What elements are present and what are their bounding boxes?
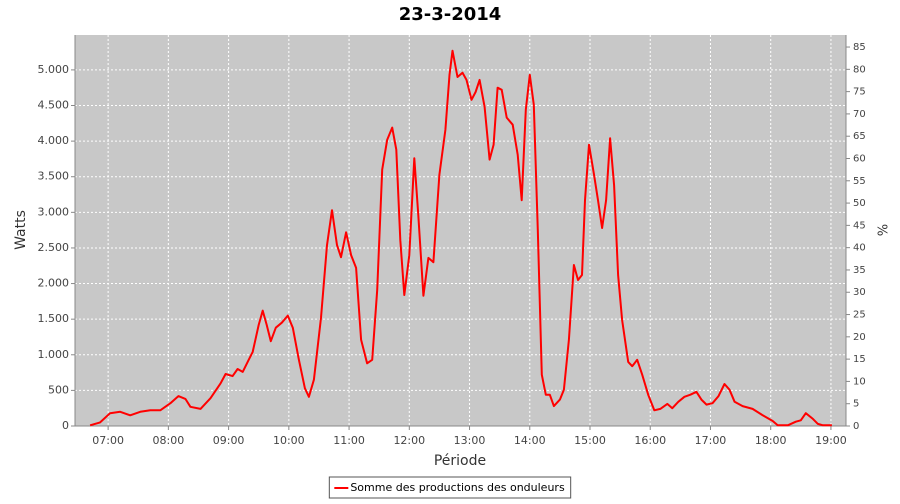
legend-label: Somme des productions des onduleurs — [350, 481, 565, 494]
y2-tick-label: 85 — [853, 42, 866, 53]
y-tick-label: 500 — [48, 383, 69, 396]
y2-tick-label: 40 — [853, 243, 866, 254]
y2-tick-label: 55 — [853, 176, 866, 187]
y2-tick-label: 50 — [853, 198, 866, 209]
x-tick-label: 11:00 — [333, 434, 365, 447]
y2-tick-label: 10 — [853, 376, 866, 387]
x-tick-label: 19:00 — [815, 434, 847, 447]
x-axis-label: Période — [434, 453, 486, 469]
y2-tick-label: 35 — [853, 265, 866, 276]
y2-tick-label: 15 — [853, 354, 866, 365]
chart-title: 23-3-2014 — [399, 4, 502, 25]
x-tick-label: 17:00 — [695, 434, 727, 447]
x-tick-label: 09:00 — [213, 434, 245, 447]
x-tick-label: 07:00 — [92, 434, 124, 447]
y2-tick-label: 25 — [853, 310, 866, 321]
y-tick-label: 1.500 — [38, 312, 70, 325]
x-tick-label: 08:00 — [153, 434, 185, 447]
y2-tick-label: 65 — [853, 131, 866, 142]
y-tick-label: 3.000 — [38, 205, 70, 218]
x-tick-label: 13:00 — [454, 434, 486, 447]
y2-tick-label: 5 — [853, 399, 859, 410]
y-axis-label: Watts — [13, 210, 29, 250]
y2-tick-label: 80 — [853, 64, 866, 75]
y-tick-label: 3.500 — [38, 170, 70, 183]
y-tick-label: 1.000 — [38, 348, 70, 361]
y-tick-label: 2.000 — [38, 277, 70, 290]
y-tick-label: 2.500 — [38, 241, 70, 254]
y-tick-label: 4.000 — [38, 134, 70, 147]
data-line — [89, 49, 832, 427]
x-tick-label: 15:00 — [574, 434, 606, 447]
x-tick-label: 10:00 — [273, 434, 305, 447]
y2-tick-label: 30 — [853, 287, 866, 298]
y-tick-label: 5.000 — [38, 63, 70, 76]
y-tick-label: 0 — [62, 419, 69, 432]
x-tick-label: 14:00 — [514, 434, 546, 447]
y-tick-label: 4.500 — [38, 99, 70, 112]
y2-tick-label: 20 — [853, 332, 866, 343]
y2-tick-label: 75 — [853, 87, 866, 98]
x-tick-label: 12:00 — [393, 434, 425, 447]
y2-tick-label: 0 — [853, 421, 859, 432]
legend-box — [328, 476, 572, 499]
y2-axis-label: % — [874, 224, 889, 236]
y2-tick-label: 60 — [853, 153, 866, 164]
y2-tick-label: 45 — [853, 220, 866, 231]
x-tick-label: 16:00 — [634, 434, 666, 447]
y2-tick-label: 70 — [853, 109, 866, 120]
x-tick-label: 18:00 — [755, 434, 787, 447]
plot-area — [75, 35, 846, 426]
